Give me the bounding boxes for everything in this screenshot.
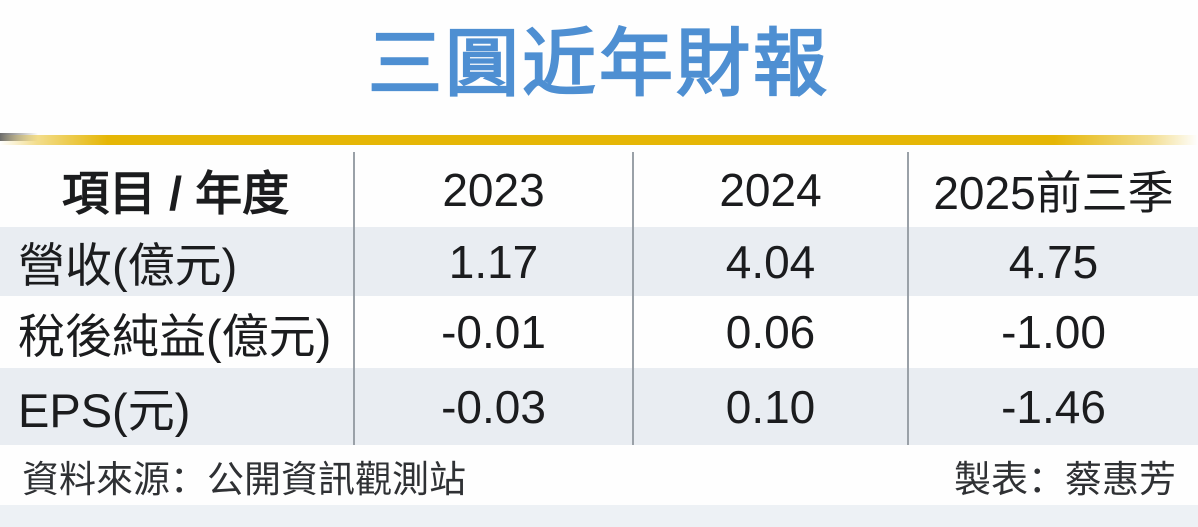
table-header-2023: 2023 xyxy=(353,152,632,227)
financial-table: 項目 / 年度 2023 2024 2025前三季 營收(億元) 1.17 4.… xyxy=(0,152,1198,445)
value-net-profit-2023: -0.01 xyxy=(353,296,632,368)
bottom-edge-strip xyxy=(0,505,1198,527)
value-eps-2025q3: -1.46 xyxy=(907,368,1198,445)
table-header-item-year: 項目 / 年度 xyxy=(62,167,290,220)
data-source-note: 資料來源：公開資訊觀測站 xyxy=(22,459,466,500)
gold-divider-bar xyxy=(0,135,1198,145)
table-header-2025q3: 2025前三季 xyxy=(907,152,1198,227)
row-label-revenue: 營收(億元) xyxy=(0,227,353,296)
value-net-profit-2025q3: -1.00 xyxy=(907,296,1198,368)
value-eps-2024: 0.10 xyxy=(632,368,907,445)
page-title: 三圓近年財報 xyxy=(368,22,830,105)
value-revenue-2024: 4.04 xyxy=(632,227,907,296)
table-header-2024: 2024 xyxy=(632,152,907,227)
table-credit-note: 製表：蔡惠芳 xyxy=(954,459,1176,500)
value-revenue-2023: 1.17 xyxy=(353,227,632,296)
row-label-eps: EPS(元) xyxy=(0,368,353,445)
value-revenue-2025q3: 4.75 xyxy=(907,227,1198,296)
row-label-net-profit: 稅後純益(億元) xyxy=(18,309,332,363)
value-eps-2023: -0.03 xyxy=(353,368,632,445)
value-net-profit-2024: 0.06 xyxy=(632,296,907,368)
footer: 資料來源：公開資訊觀測站 製表：蔡惠芳 xyxy=(0,447,1198,505)
